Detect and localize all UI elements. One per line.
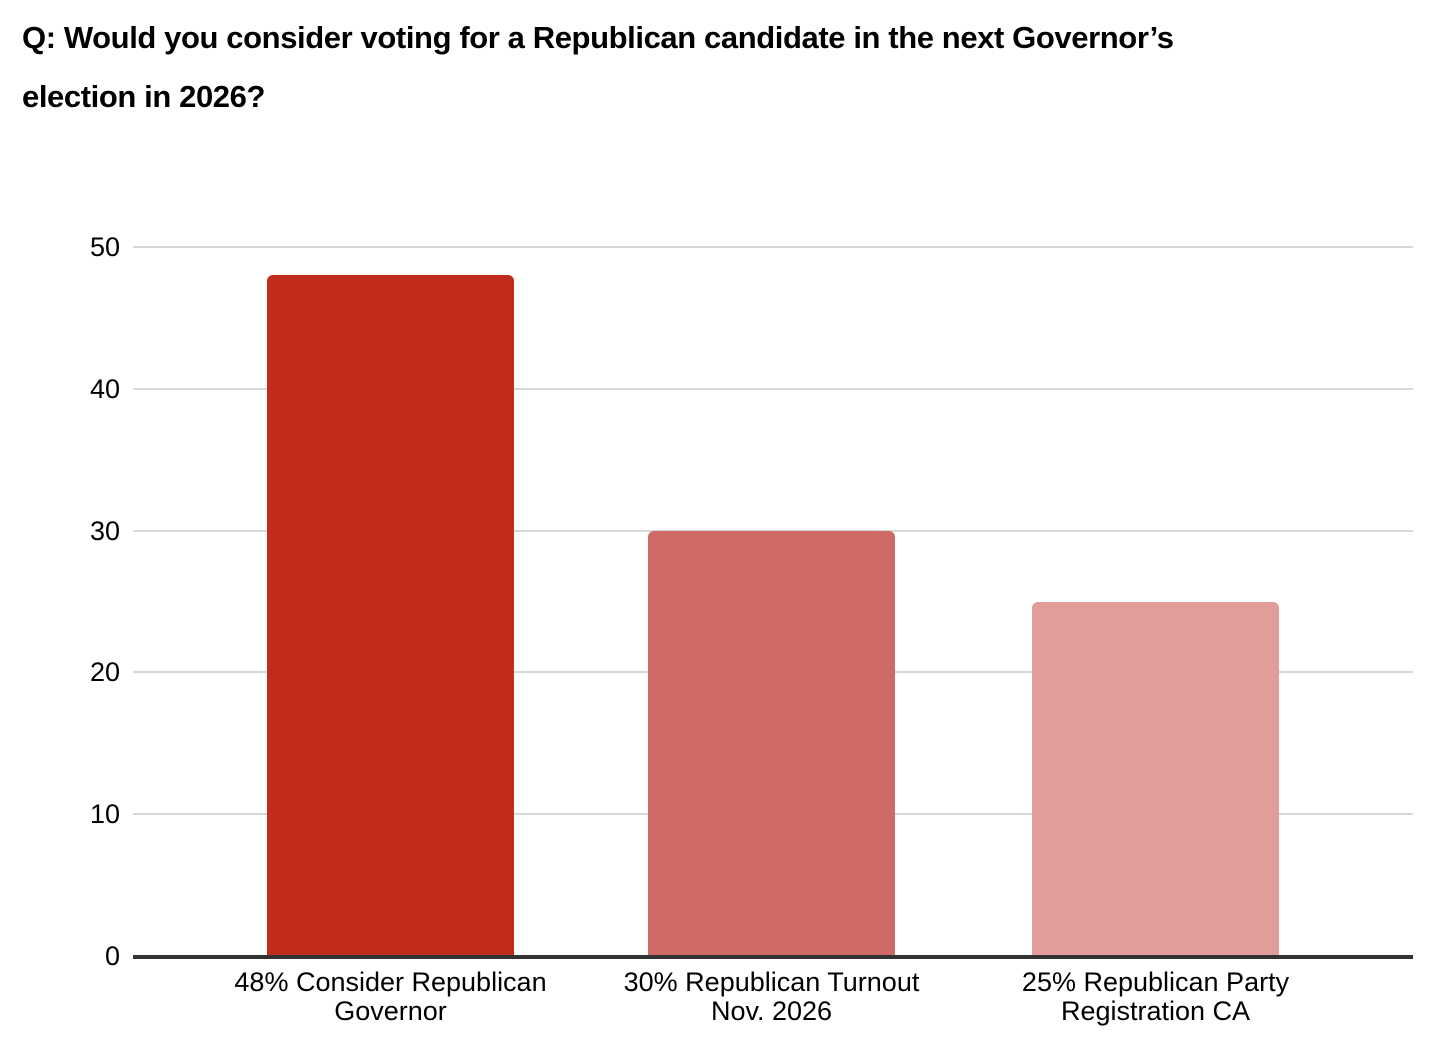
- chart-question-title: Q: Would you consider voting for a Repub…: [22, 8, 1432, 126]
- bar-label-1-line-1: 48% Consider Republican: [234, 967, 547, 997]
- bar-label-1: 48% Consider Republican Governor: [161, 968, 621, 1026]
- y-axis-tick-label-0: 0: [104, 941, 120, 971]
- title-line-1: Q: Would you consider voting for a Repub…: [22, 20, 1174, 55]
- bar-label-3-line-1: 25% Republican Party: [1021, 967, 1290, 997]
- bar-label-3-line-2: Registration CA: [1060, 996, 1251, 1026]
- bar-label-2-line-1: 30% Republican Turnout: [623, 967, 920, 997]
- gridline-40: [133, 387, 1413, 390]
- y-axis-tick-label-10: 10: [89, 799, 120, 830]
- bar-label-2: 30% Republican Turnout Nov. 2026: [542, 968, 1002, 1026]
- bar-label-3: 25% Republican Party Registration CA: [926, 968, 1386, 1026]
- bar-3: [1032, 601, 1279, 956]
- y-axis-tick-label-20: 20: [89, 657, 120, 688]
- y-axis-tick-label-30: 30: [89, 515, 120, 546]
- bar-1: [267, 275, 514, 956]
- bar-label-1-line-2: Governor: [334, 996, 447, 1026]
- bar-2: [648, 530, 895, 956]
- gridline-50: [133, 246, 1413, 248]
- x-axis-baseline: [133, 955, 1413, 959]
- bar-label-2-line-2: Nov. 2026: [710, 996, 833, 1026]
- y-axis-tick-label-50: 50: [89, 232, 120, 262]
- y-axis-tick-label-40: 40: [89, 373, 120, 404]
- title-line-2: election in 2026?: [22, 79, 266, 114]
